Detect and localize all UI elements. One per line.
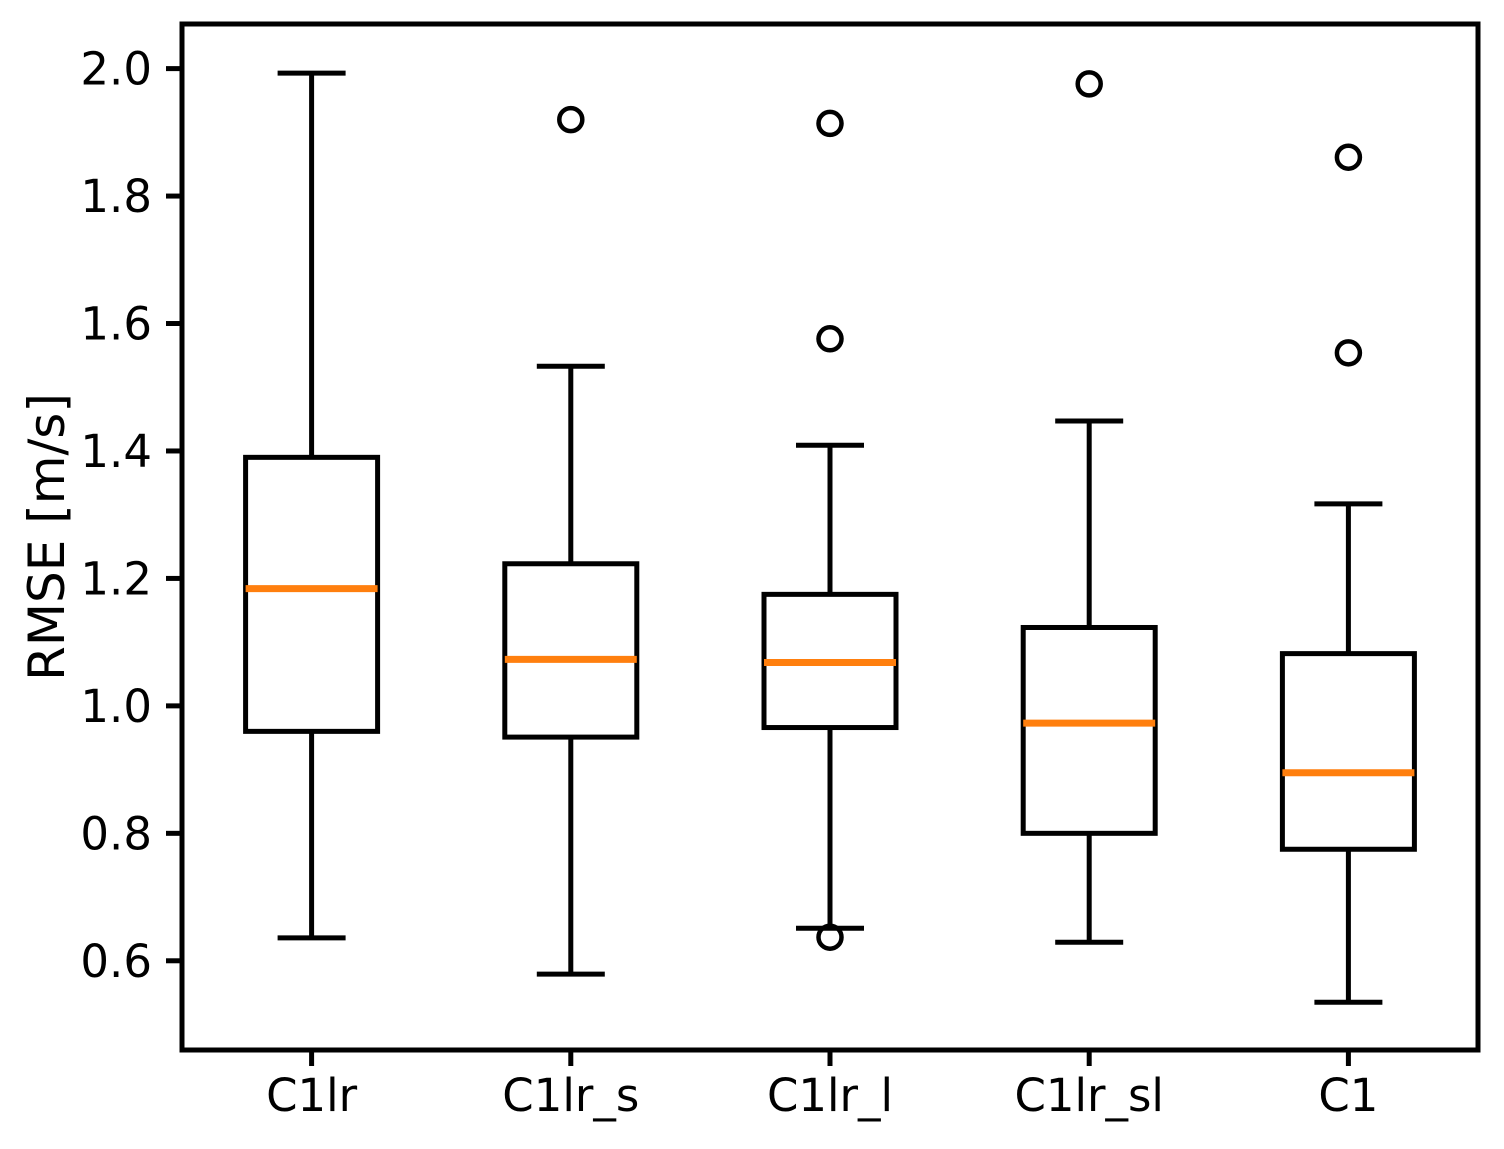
- plot-frame: [179, 21, 1481, 1053]
- box-iqr: [1020, 624, 1158, 836]
- outlier-point: [816, 325, 844, 353]
- outlier-point: [1075, 70, 1103, 98]
- x-tick-label: C1lr_l: [767, 1069, 893, 1122]
- x-tick-label: C1: [1318, 1069, 1378, 1122]
- x-axis-ticks: C1lr C1lr_s C1lr_l C1lr_sl C1: [266, 1050, 1378, 1122]
- y-tick-label: 0.8: [80, 807, 152, 860]
- x-tick-label: C1lr_sl: [1014, 1069, 1164, 1122]
- box-C1lr: [243, 70, 381, 941]
- box-iqr: [1279, 651, 1417, 852]
- y-tick-label: 1.2: [80, 552, 152, 605]
- outlier-point: [557, 105, 585, 134]
- box-C1lr_l: [761, 109, 899, 951]
- x-tick-label: C1lr: [266, 1069, 358, 1122]
- outlier-point: [816, 109, 844, 138]
- outlier-point: [1334, 339, 1363, 367]
- outlier-point: [816, 923, 844, 951]
- box-C1lr_sl: [1020, 70, 1158, 945]
- y-tick-label: 0.6: [80, 935, 152, 988]
- box-iqr: [502, 561, 640, 740]
- y-tick-label: 1.0: [80, 680, 152, 733]
- box-iqr: [243, 454, 381, 734]
- y-axis-ticks: 0.6 0.8 1.0 1.2 1.4 1.6 1.8 2.0: [80, 43, 182, 988]
- box-C1: [1279, 143, 1417, 1005]
- y-tick-label: 1.8: [80, 170, 152, 223]
- x-tick-label: C1lr_s: [502, 1069, 639, 1122]
- y-tick-label: 2.0: [80, 43, 152, 96]
- boxplot-series: [243, 70, 1417, 1005]
- box-C1lr_s: [502, 105, 640, 977]
- y-tick-label: 1.4: [80, 425, 152, 478]
- y-axis-label: RMSE [m/s]: [18, 393, 76, 681]
- y-tick-label: 1.6: [80, 298, 152, 351]
- outlier-point: [1334, 143, 1363, 171]
